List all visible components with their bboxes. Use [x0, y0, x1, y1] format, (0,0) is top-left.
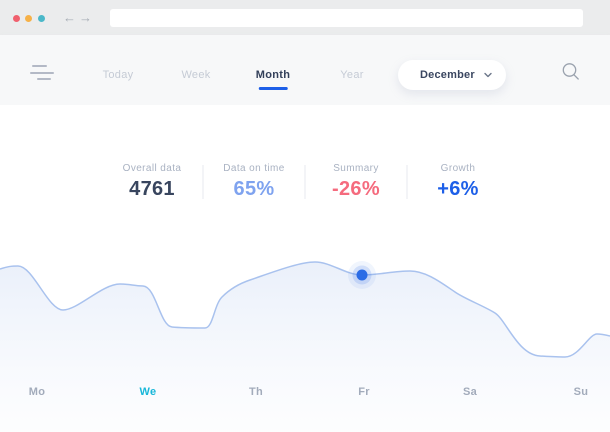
chart-area-fill — [0, 262, 610, 432]
axis-label-sa[interactable]: Sa — [462, 386, 478, 398]
chevron-down-icon — [484, 72, 492, 78]
axis-label-th[interactable]: Th — [248, 386, 264, 398]
axis-label-mo[interactable]: Mo — [28, 386, 46, 398]
stat-divider — [202, 165, 204, 199]
window-minimize-dot[interactable] — [25, 15, 32, 22]
stat-label: Summary — [333, 163, 379, 174]
chart-marker[interactable] — [348, 261, 376, 289]
search-icon[interactable] — [561, 62, 581, 82]
dashboard-content: Overall data 4761 Data on time 65% Summa… — [0, 105, 610, 432]
tab-week-label: Week — [181, 69, 211, 81]
chart-line — [0, 261, 610, 358]
window-maximize-dot[interactable] — [38, 15, 45, 22]
active-tab-underline — [258, 87, 288, 90]
tab-today[interactable]: Today — [103, 69, 134, 81]
tab-month-label: Month — [255, 69, 291, 81]
stat-growth: Growth +6% — [408, 163, 509, 201]
axis-label-we-active[interactable]: We — [139, 386, 157, 398]
forward-arrow-icon[interactable]: → — [79, 10, 92, 25]
stat-value: -26% — [332, 178, 380, 200]
month-select-dropdown[interactable]: December — [398, 60, 506, 90]
tab-year-label: Year — [340, 69, 364, 81]
tab-week[interactable]: Week — [181, 69, 210, 81]
back-arrow-icon[interactable]: ← — [63, 10, 76, 25]
browser-topbar: ← → — [0, 0, 610, 35]
stat-label: Overall data — [122, 163, 182, 174]
axis-label-fr[interactable]: Fr — [358, 386, 370, 398]
address-bar[interactable] — [110, 9, 583, 27]
tab-today-label: Today — [102, 69, 134, 81]
stat-value: 65% — [233, 178, 275, 200]
stat-divider — [304, 165, 306, 199]
tab-month[interactable]: Month — [256, 69, 290, 90]
navbar: Today Week Month Year December — [0, 35, 610, 105]
axis-label-su[interactable]: Su — [573, 386, 589, 398]
tab-year[interactable]: Year — [340, 69, 363, 81]
stat-summary: Summary -26% — [306, 163, 407, 201]
stat-overall-data: Overall data 4761 — [102, 163, 203, 201]
window-close-dot[interactable] — [13, 15, 20, 22]
stats-row: Overall data 4761 Data on time 65% Summa… — [102, 163, 509, 201]
menu-hamburger-icon[interactable] — [30, 65, 55, 81]
stat-data-on-time: Data on time 65% — [204, 163, 305, 201]
month-select-value: December — [420, 69, 475, 81]
stat-value: +6% — [437, 178, 479, 200]
line-chart — [0, 261, 610, 432]
stat-label: Data on time — [223, 163, 285, 174]
stat-value: 4761 — [129, 178, 175, 200]
stat-divider — [406, 165, 408, 199]
stat-label: Growth — [440, 163, 476, 174]
